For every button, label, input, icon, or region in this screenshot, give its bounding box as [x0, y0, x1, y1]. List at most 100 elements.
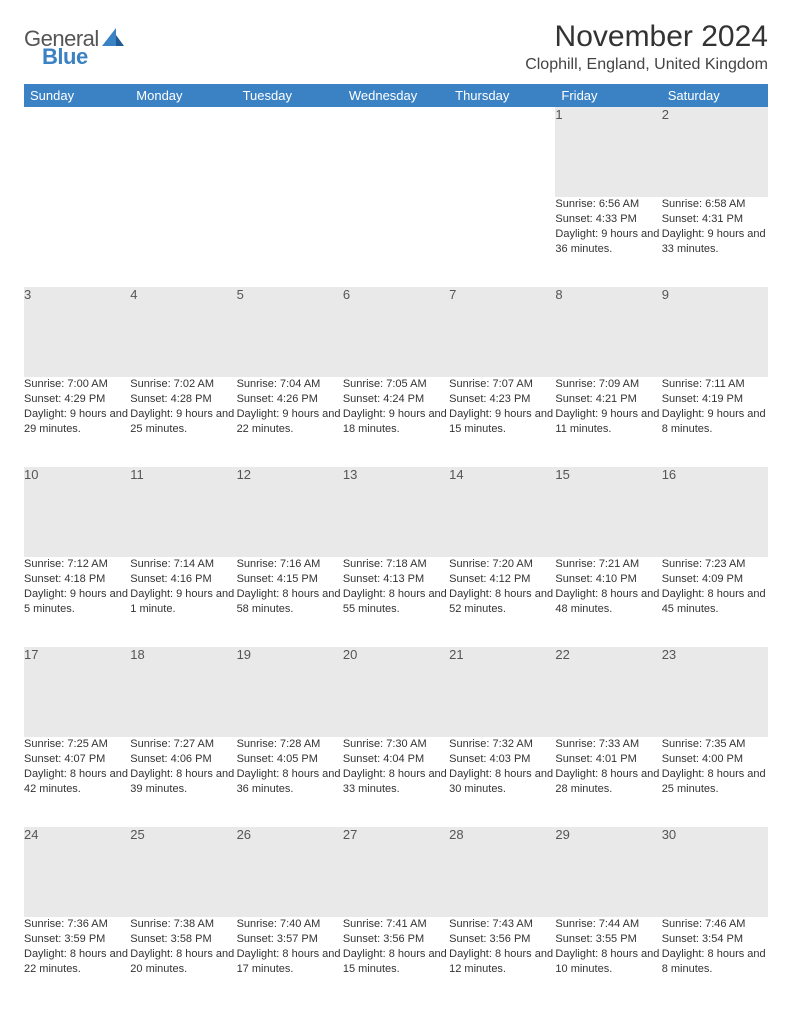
sunrise-text: Sunrise: 7:00 AM: [24, 377, 130, 392]
sunrise-text: Sunrise: 7:33 AM: [555, 737, 661, 752]
sunrise-text: Sunrise: 7:05 AM: [343, 377, 449, 392]
daylight-text: Daylight: 9 hours and 36 minutes.: [555, 227, 661, 257]
day-content-cell: [449, 197, 555, 287]
day-number-cell: 30: [662, 827, 768, 917]
week-daynum-row: 10111213141516: [24, 467, 768, 557]
day-number-cell: 1: [555, 107, 661, 197]
day-header: Tuesday: [237, 84, 343, 107]
sunrise-text: Sunrise: 7:23 AM: [662, 557, 768, 572]
daylight-text: Daylight: 8 hours and 15 minutes.: [343, 947, 449, 977]
day-number-cell: 9: [662, 287, 768, 377]
day-content-cell: [130, 197, 236, 287]
daylight-text: Daylight: 8 hours and 28 minutes.: [555, 767, 661, 797]
day-number-cell: 19: [237, 647, 343, 737]
daylight-text: Daylight: 8 hours and 8 minutes.: [662, 947, 768, 977]
day-number-cell: [130, 107, 236, 197]
sunset-text: Sunset: 4:06 PM: [130, 752, 236, 767]
day-content-cell: Sunrise: 7:02 AMSunset: 4:28 PMDaylight:…: [130, 377, 236, 467]
daylight-text: Daylight: 8 hours and 20 minutes.: [130, 947, 236, 977]
day-number-cell: 18: [130, 647, 236, 737]
calendar-header: SundayMondayTuesdayWednesdayThursdayFrid…: [24, 84, 768, 107]
sunrise-text: Sunrise: 7:41 AM: [343, 917, 449, 932]
sunrise-text: Sunrise: 7:27 AM: [130, 737, 236, 752]
week-daynum-row: 24252627282930: [24, 827, 768, 917]
day-header: Monday: [130, 84, 236, 107]
daylight-text: Daylight: 9 hours and 18 minutes.: [343, 407, 449, 437]
sunset-text: Sunset: 4:05 PM: [237, 752, 343, 767]
week-daynum-row: 12: [24, 107, 768, 197]
sunrise-text: Sunrise: 7:07 AM: [449, 377, 555, 392]
day-number-cell: 16: [662, 467, 768, 557]
sunrise-text: Sunrise: 7:35 AM: [662, 737, 768, 752]
logo-text-blue: Blue: [42, 44, 88, 70]
sunset-text: Sunset: 3:55 PM: [555, 932, 661, 947]
header-row: General Blue November 2024 Clophill, Eng…: [24, 20, 768, 74]
day-header: Thursday: [449, 84, 555, 107]
sunset-text: Sunset: 4:13 PM: [343, 572, 449, 587]
day-number-cell: 28: [449, 827, 555, 917]
day-content-cell: Sunrise: 6:56 AMSunset: 4:33 PMDaylight:…: [555, 197, 661, 287]
day-content-cell: Sunrise: 7:20 AMSunset: 4:12 PMDaylight:…: [449, 557, 555, 647]
daylight-text: Daylight: 8 hours and 33 minutes.: [343, 767, 449, 797]
day-number-cell: [24, 107, 130, 197]
day-content-cell: Sunrise: 7:11 AMSunset: 4:19 PMDaylight:…: [662, 377, 768, 467]
sunset-text: Sunset: 3:56 PM: [343, 932, 449, 947]
sunrise-text: Sunrise: 7:11 AM: [662, 377, 768, 392]
sunrise-text: Sunrise: 7:18 AM: [343, 557, 449, 572]
sunset-text: Sunset: 4:28 PM: [130, 392, 236, 407]
sunrise-text: Sunrise: 7:20 AM: [449, 557, 555, 572]
sunrise-text: Sunrise: 7:38 AM: [130, 917, 236, 932]
day-content-cell: Sunrise: 7:28 AMSunset: 4:05 PMDaylight:…: [237, 737, 343, 827]
day-number-cell: 21: [449, 647, 555, 737]
day-content-cell: Sunrise: 7:43 AMSunset: 3:56 PMDaylight:…: [449, 917, 555, 1007]
day-content-cell: Sunrise: 7:46 AMSunset: 3:54 PMDaylight:…: [662, 917, 768, 1007]
daylight-text: Daylight: 8 hours and 25 minutes.: [662, 767, 768, 797]
daylight-text: Daylight: 8 hours and 22 minutes.: [24, 947, 130, 977]
daylight-text: Daylight: 9 hours and 15 minutes.: [449, 407, 555, 437]
logo: General Blue: [24, 26, 124, 52]
day-number-cell: 22: [555, 647, 661, 737]
sunrise-text: Sunrise: 7:04 AM: [237, 377, 343, 392]
day-number-cell: 27: [343, 827, 449, 917]
week-content-row: Sunrise: 7:25 AMSunset: 4:07 PMDaylight:…: [24, 737, 768, 827]
sunrise-text: Sunrise: 6:58 AM: [662, 197, 768, 212]
sunrise-text: Sunrise: 7:25 AM: [24, 737, 130, 752]
sunrise-text: Sunrise: 6:56 AM: [555, 197, 661, 212]
daylight-text: Daylight: 8 hours and 17 minutes.: [237, 947, 343, 977]
day-content-cell: [24, 197, 130, 287]
day-content-cell: Sunrise: 7:07 AMSunset: 4:23 PMDaylight:…: [449, 377, 555, 467]
day-number-cell: 3: [24, 287, 130, 377]
daylight-text: Daylight: 9 hours and 33 minutes.: [662, 227, 768, 257]
day-content-cell: Sunrise: 7:35 AMSunset: 4:00 PMDaylight:…: [662, 737, 768, 827]
day-content-cell: Sunrise: 7:05 AMSunset: 4:24 PMDaylight:…: [343, 377, 449, 467]
daylight-text: Daylight: 9 hours and 29 minutes.: [24, 407, 130, 437]
sunset-text: Sunset: 4:01 PM: [555, 752, 661, 767]
day-content-cell: Sunrise: 7:27 AMSunset: 4:06 PMDaylight:…: [130, 737, 236, 827]
day-header: Friday: [555, 84, 661, 107]
day-content-cell: Sunrise: 7:04 AMSunset: 4:26 PMDaylight:…: [237, 377, 343, 467]
logo-triangle-icon: [102, 28, 124, 51]
sunset-text: Sunset: 4:31 PM: [662, 212, 768, 227]
day-content-cell: Sunrise: 7:23 AMSunset: 4:09 PMDaylight:…: [662, 557, 768, 647]
month-title: November 2024: [525, 20, 768, 54]
daylight-text: Daylight: 8 hours and 12 minutes.: [449, 947, 555, 977]
week-content-row: Sunrise: 7:12 AMSunset: 4:18 PMDaylight:…: [24, 557, 768, 647]
daylight-text: Daylight: 9 hours and 11 minutes.: [555, 407, 661, 437]
sunrise-text: Sunrise: 7:36 AM: [24, 917, 130, 932]
week-content-row: Sunrise: 6:56 AMSunset: 4:33 PMDaylight:…: [24, 197, 768, 287]
sunrise-text: Sunrise: 7:44 AM: [555, 917, 661, 932]
sunset-text: Sunset: 4:21 PM: [555, 392, 661, 407]
calendar-page: General Blue November 2024 Clophill, Eng…: [0, 0, 792, 1023]
sunset-text: Sunset: 4:19 PM: [662, 392, 768, 407]
sunset-text: Sunset: 4:03 PM: [449, 752, 555, 767]
sunset-text: Sunset: 4:00 PM: [662, 752, 768, 767]
day-number-cell: [237, 107, 343, 197]
title-block: November 2024 Clophill, England, United …: [525, 20, 768, 74]
day-content-cell: [237, 197, 343, 287]
day-number-cell: 2: [662, 107, 768, 197]
sunrise-text: Sunrise: 7:32 AM: [449, 737, 555, 752]
week-daynum-row: 3456789: [24, 287, 768, 377]
sunset-text: Sunset: 4:16 PM: [130, 572, 236, 587]
day-number-cell: [343, 107, 449, 197]
daylight-text: Daylight: 9 hours and 8 minutes.: [662, 407, 768, 437]
